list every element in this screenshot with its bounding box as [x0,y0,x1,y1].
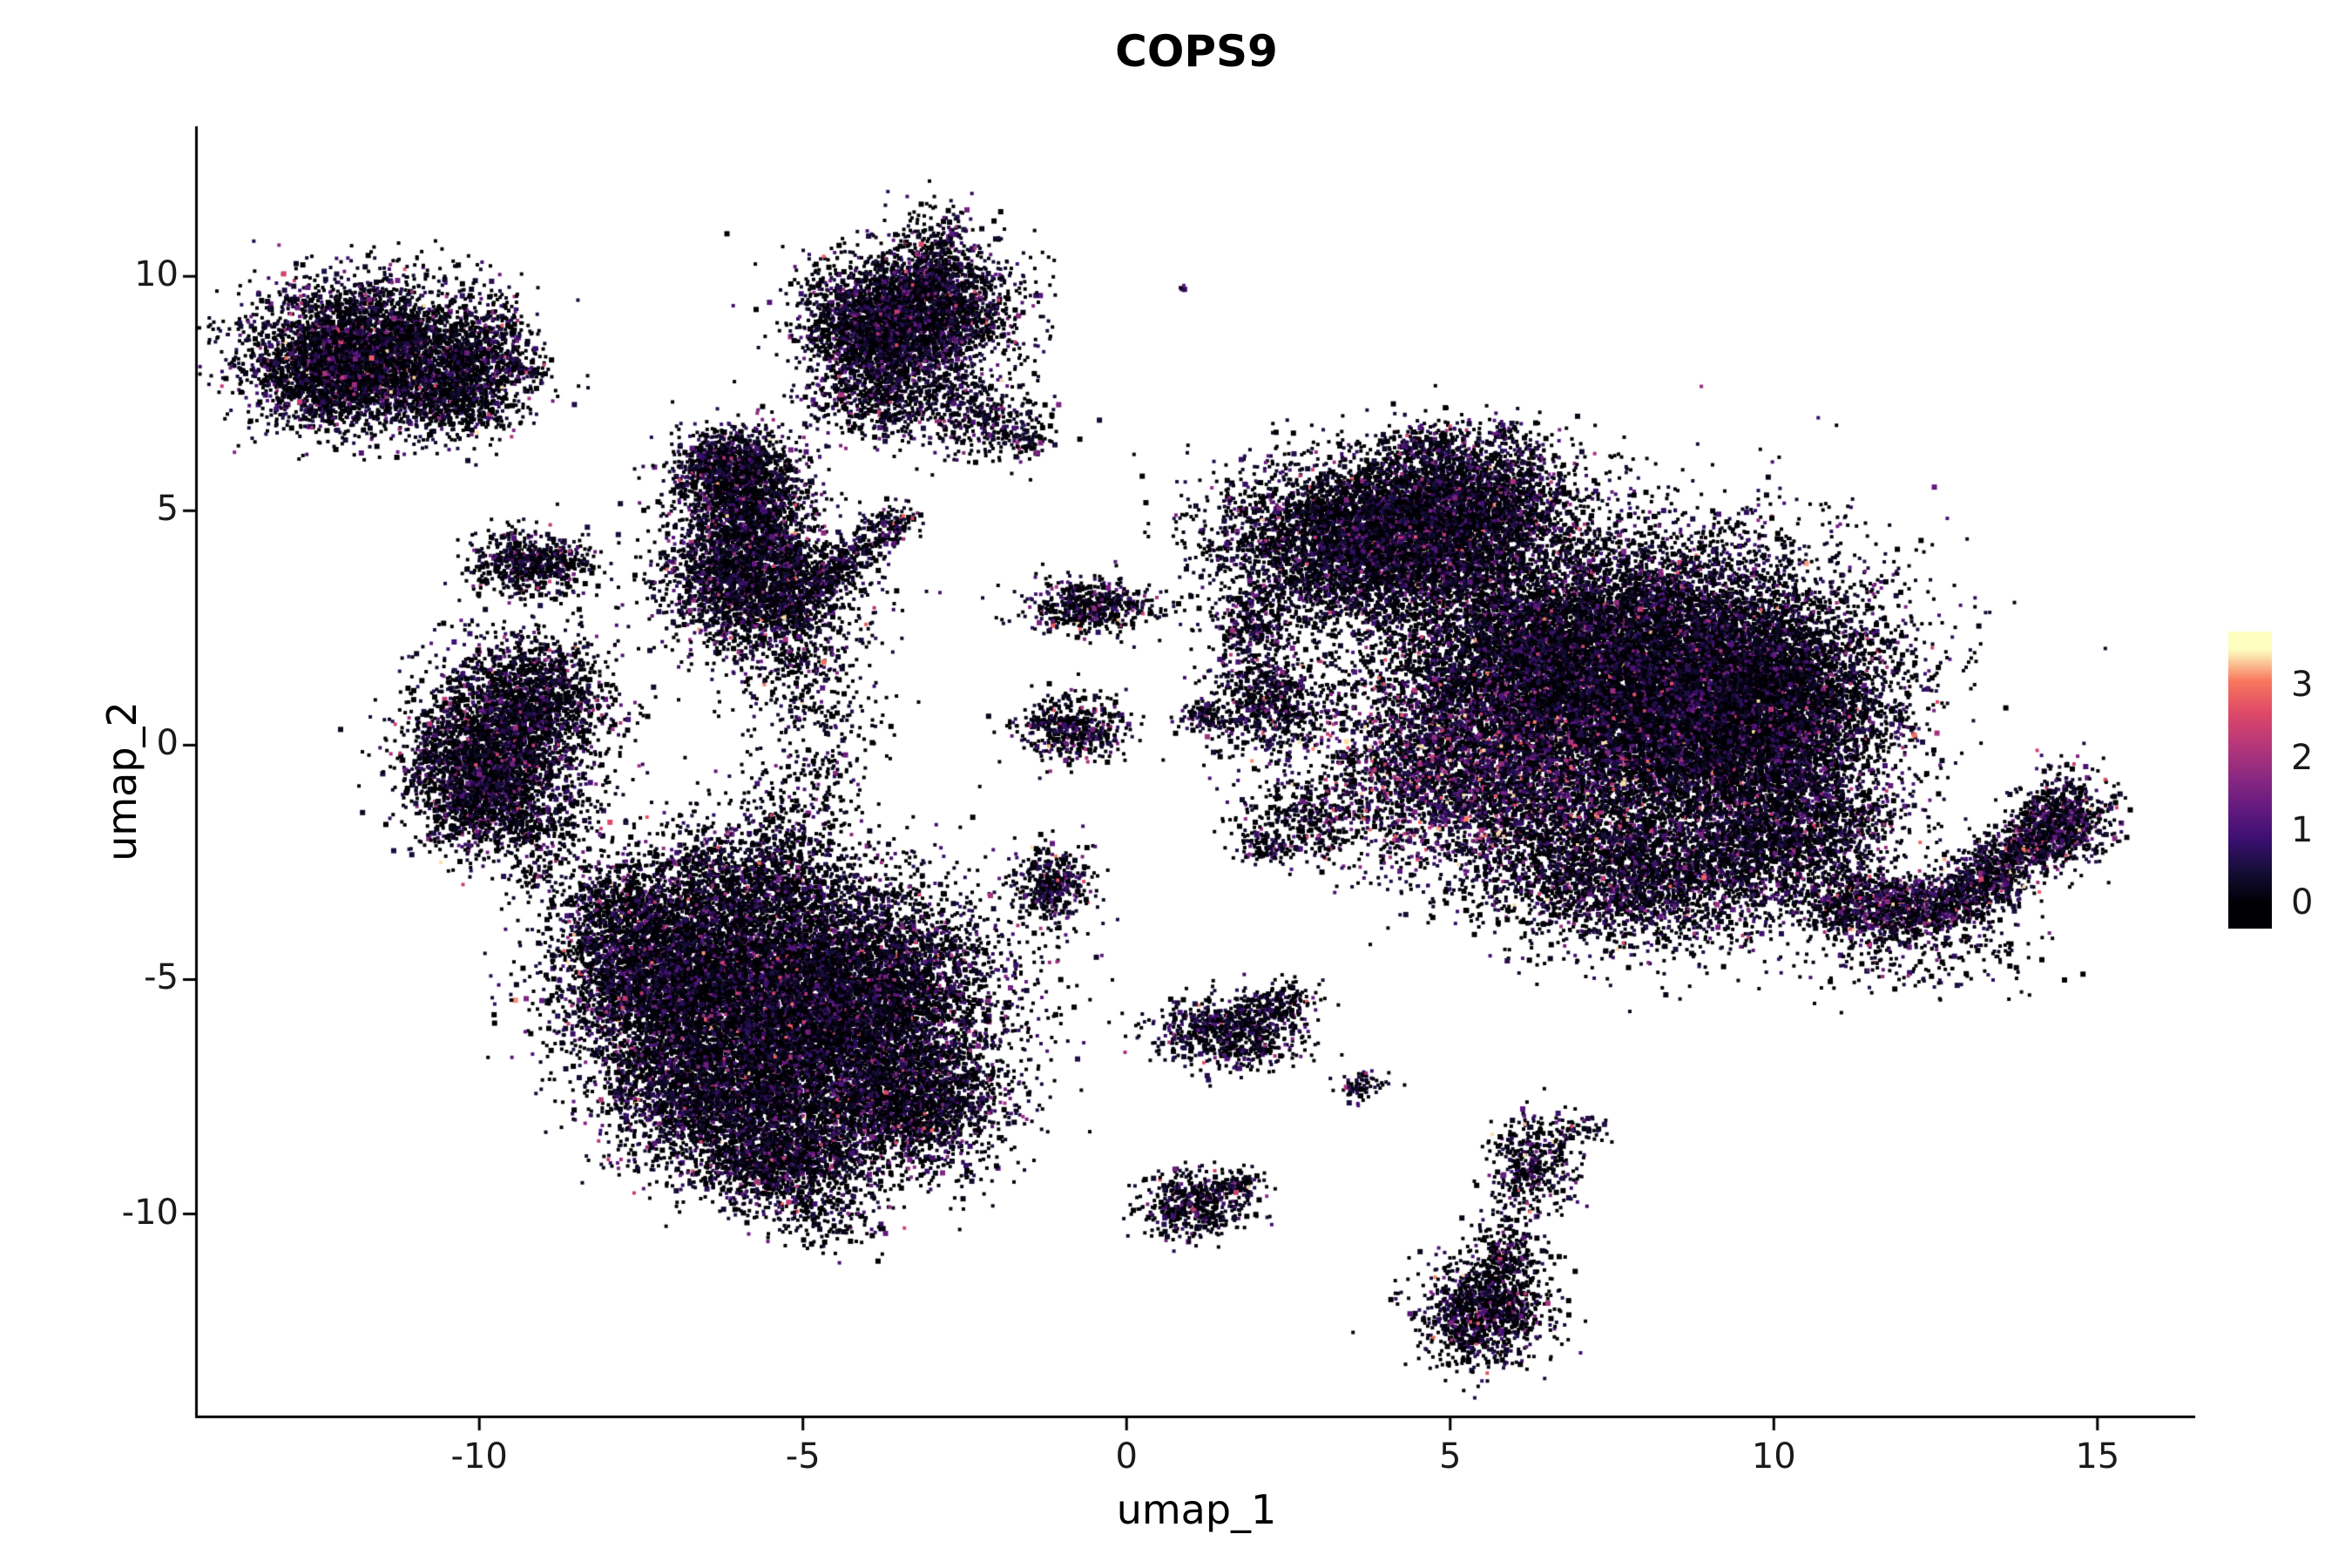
x-tick-label: 0 [1115,1436,1138,1477]
colorbar-tick-label: 1 [2291,810,2314,850]
y-tick-label: -5 [144,957,179,998]
y-tick-label: 0 [156,723,179,764]
colorbar-gradient [2228,632,2272,929]
y-tick-label: -10 [121,1192,179,1233]
y-tick-label: 5 [156,489,179,530]
colorbar-tick-label: 2 [2291,738,2314,778]
x-tick-label: -10 [450,1436,508,1477]
x-tick-label: 5 [1439,1436,1462,1477]
y-tick-label: 10 [134,254,179,295]
x-axis-label: umap_1 [1116,1486,1277,1533]
colorbar-tick-label: 0 [2291,882,2314,923]
colorbar-tick-label: 3 [2291,665,2314,705]
y-axis-label: umap_2 [98,701,145,862]
x-tick-label: 10 [1751,1436,1796,1477]
x-tick-label: -5 [785,1436,821,1477]
x-tick-label: 15 [2075,1436,2120,1477]
